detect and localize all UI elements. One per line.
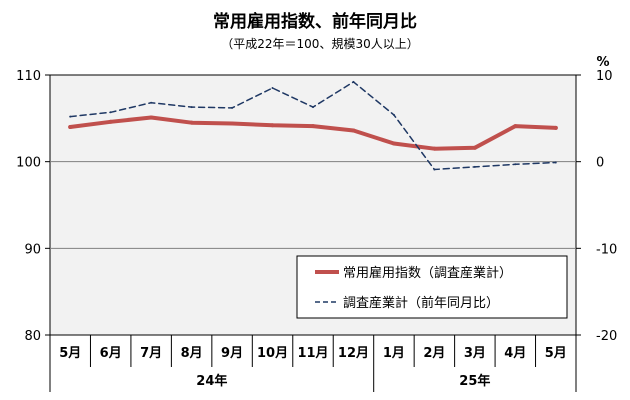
data-point-yoy: [352, 80, 355, 83]
series-layer: [68, 80, 558, 171]
chart-title: 常用雇用指数、前年同月比: [213, 11, 417, 32]
gridlines: [50, 161, 576, 249]
left-tick-label: 110: [16, 69, 41, 84]
year-group-label: 24年: [196, 373, 227, 389]
category-label: 9月: [221, 346, 243, 361]
data-point-yoy: [150, 101, 153, 104]
data-point-index: [391, 141, 396, 146]
data-point-index: [68, 125, 73, 129]
data-point-index: [189, 120, 194, 125]
data-point-index: [230, 121, 235, 126]
category-label: 5月: [545, 346, 567, 361]
category-label: 2月: [423, 346, 445, 361]
data-point-yoy: [433, 168, 436, 171]
data-point-index: [311, 124, 315, 129]
data-point-index: [432, 146, 437, 151]
left-tick-label: 80: [24, 329, 41, 344]
x-axis: 5月 6月 7月 8月 9月 10月 11月 12月 1月 2月 3月 4月 5月 24年 25年: [49, 335, 577, 392]
left-tick-label: 90: [24, 242, 41, 257]
legend-label-index: 常用雇用指数（調査産業計）: [343, 265, 512, 281]
data-point-yoy: [109, 111, 112, 114]
category-label: 8月: [181, 346, 203, 361]
data-point-yoy: [514, 163, 517, 166]
data-point-yoy: [69, 115, 72, 118]
category-label: 6月: [100, 346, 122, 361]
data-point-index: [513, 124, 518, 129]
data-point-yoy: [392, 113, 395, 116]
category-label: 1月: [383, 346, 405, 361]
data-point-yoy: [312, 106, 314, 109]
left-axis: 80 90 100 110: [16, 69, 50, 344]
data-point-index: [108, 119, 113, 124]
legend-box: [296, 255, 568, 319]
category-label: 3月: [464, 346, 486, 361]
right-axis-unit: %: [596, 55, 609, 70]
right-tick-label: -20: [596, 329, 617, 344]
data-point-yoy: [554, 161, 557, 164]
legend: 常用雇用指数（調査産業計） 調査産業計（前年同月比）: [296, 255, 568, 319]
left-tick-label: 100: [16, 156, 41, 171]
legend-label-yoy: 調査産業計（前年同月比）: [343, 295, 499, 311]
data-point-index: [472, 145, 477, 150]
data-point-index: [553, 125, 558, 130]
data-point-index: [351, 128, 356, 133]
right-tick-label: 0: [596, 156, 604, 171]
right-tick-label: 10: [596, 69, 613, 84]
data-point-yoy: [271, 87, 274, 89]
category-label: 4月: [504, 346, 526, 361]
category-label: 7月: [140, 346, 162, 361]
data-point-index: [149, 115, 154, 120]
category-label: 12月: [338, 346, 369, 361]
data-point-yoy: [231, 106, 234, 109]
year-group-label: 25年: [459, 373, 490, 389]
data-point-index: [270, 123, 275, 128]
data-point-yoy: [190, 106, 193, 109]
right-axis: -20 -10 0 10: [576, 69, 617, 344]
category-label: 10月: [257, 346, 288, 361]
category-label: 11月: [297, 346, 328, 361]
data-point-yoy: [473, 165, 476, 168]
category-label: 5月: [59, 346, 81, 361]
chart-subtitle: （平成22年＝100、規模30人以上）: [221, 36, 418, 51]
right-tick-label: -10: [596, 242, 617, 257]
